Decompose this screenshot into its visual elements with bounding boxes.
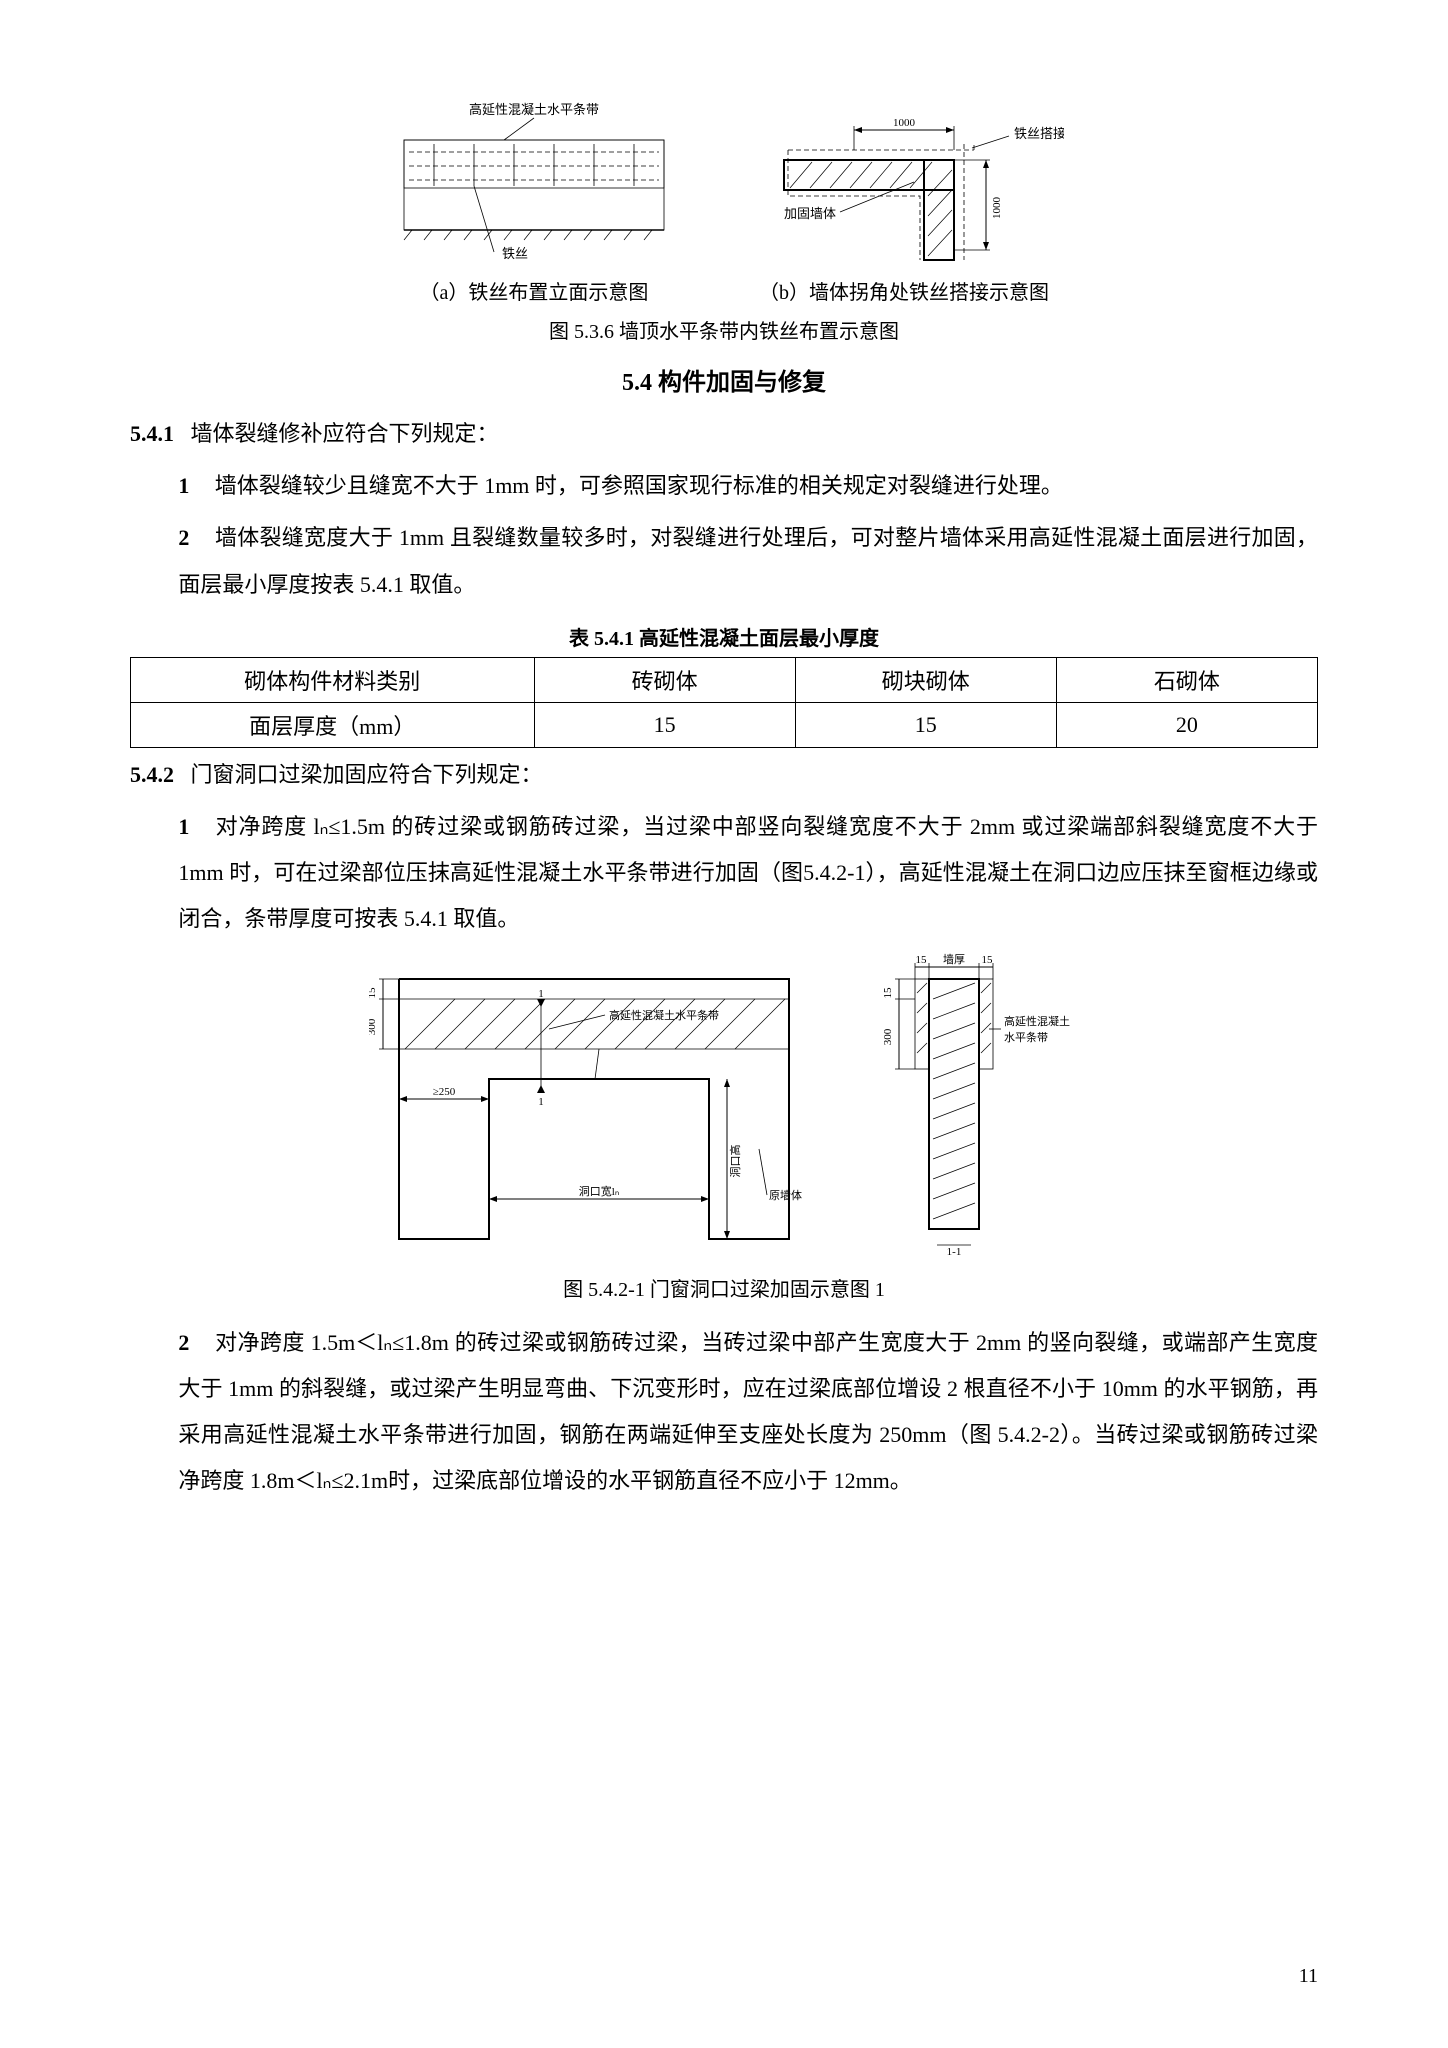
table-541-col3: 石砌体 (1056, 657, 1317, 702)
table-541: 砌体构件材料类别 砖砌体 砌块砌体 石砌体 面层厚度（mm） 15 15 20 (130, 657, 1318, 748)
fig-536-wire-label: 铁丝 (502, 246, 528, 261)
clause-542: 5.4.2 门窗洞口过梁加固应符合下列规定： (130, 752, 1318, 798)
fig-5421-opening-h: 洞口高 (728, 1144, 742, 1177)
table-541-col0: 砌体构件材料类别 (131, 657, 535, 702)
figure-536-caption-a: （a）铁丝布置立面示意图 (384, 276, 684, 305)
page-number: 11 (1299, 1965, 1318, 1988)
clause-542-head: 5.4.2 (130, 762, 174, 787)
table-row: 砌体构件材料类别 砖砌体 砌块砌体 石砌体 (131, 657, 1318, 702)
clause-541-item1: 1 墙体裂缝较少且缝宽不大于 1mm 时，可参照国家现行标准的相关规定对裂缝进行… (178, 463, 1318, 509)
fig-536-lap-label: 铁丝搭接 (1014, 126, 1064, 141)
clause-541-item1-num: 1 (178, 463, 209, 509)
table-541-caption: 表 5.4.1 高延性混凝土面层最小厚度 (130, 622, 1318, 651)
clause-541-head: 5.4.1 (130, 421, 174, 446)
fig-5421-sec-15l: 15 (916, 954, 928, 966)
figure-536-caption-b: （b）墙体拐角处铁丝搭接示意图 (744, 276, 1064, 305)
fig-5421-ge250: ≥250 (433, 1086, 456, 1098)
fig-5421-sec-15r: 15 (982, 954, 994, 966)
clause-541-item2-text: 墙体裂缝宽度大于 1mm 且裂缝数量较多时，对裂缝进行处理后，可对整片墙体采用高… (178, 525, 1318, 596)
fig-5421-sec-dim300: 300 (882, 1028, 894, 1045)
fig-536-dim-v: 1000 (991, 197, 1003, 220)
table-541-rowlabel: 面层厚度（mm） (131, 702, 535, 747)
fig-5421-sec-cut: 1-1 (947, 1246, 962, 1258)
clause-542-item1-num: 1 (178, 804, 209, 850)
fig-5421-sec1-top: 1 (538, 988, 544, 1000)
table-541-v2: 15 (795, 702, 1056, 747)
fig-5421-dim300: 300 (369, 1018, 378, 1035)
clause-541-item2-num: 2 (178, 515, 209, 561)
figure-5421-section: 15 墙厚 15 15 300 高延性混凝土 水平条带 (859, 949, 1079, 1269)
figure-5421-caption: 图 5.4.2-1 门窗洞口过梁加固示意图 1 (130, 1273, 1318, 1302)
figure-536-a-svg: 高延性混凝土水平条带 (384, 100, 684, 270)
fig-5421-sec1-bot: 1 (538, 1096, 544, 1108)
table-541-col1: 砖砌体 (534, 657, 795, 702)
figure-5421-elev: 高延性混凝土水平条带 1 1 15 300 ≥250 洞口宽lₙ 洞口高 原墙体 (369, 949, 829, 1269)
section-54-title: 5.4 构件加固与修复 (130, 362, 1318, 397)
clause-542-item2-num: 2 (178, 1320, 209, 1366)
fig-536-dim-h: 1000 (893, 117, 916, 129)
fig-5421-band-label: 高延性混凝土水平条带 (609, 1008, 719, 1022)
clause-541-item1-text: 墙体裂缝较少且缝宽不大于 1mm 时，可参照国家现行标准的相关规定对裂缝进行处理… (215, 473, 1063, 498)
fig-5421-opening-w: 洞口宽lₙ (579, 1184, 619, 1198)
fig-5421-sec-band1: 高延性混凝土 (1004, 1014, 1070, 1028)
fig-536-top-label: 高延性混凝土水平条带 (469, 102, 599, 117)
clause-541-lead: 墙体裂缝修补应符合下列规定： (191, 421, 499, 446)
clause-541: 5.4.1 墙体裂缝修补应符合下列规定： (130, 411, 1318, 457)
fig-5421-sec-band2: 水平条带 (1004, 1030, 1048, 1044)
clause-542-item2-text: 对净跨度 1.5m＜lₙ≤1.8m 的砖过梁或钢筋砖过梁，当砖过梁中部产生宽度大… (178, 1330, 1318, 1494)
figure-536-a: 高延性混凝土水平条带 (384, 100, 684, 305)
fig-536-wall-label: 加固墙体 (784, 206, 836, 221)
clause-542-item1-text: 对净跨度 lₙ≤1.5m 的砖过梁或钢筋砖过梁，当过梁中部竖向裂缝宽度不大于 2… (178, 814, 1318, 931)
figure-536-b-svg: 1000 1000 铁丝搭接 加固墙体 (744, 100, 1064, 270)
fig-5421-sec-wallth: 墙厚 (943, 952, 965, 966)
table-541-v3: 20 (1056, 702, 1317, 747)
table-541-v1: 15 (534, 702, 795, 747)
figure-536-row: 高延性混凝土水平条带 (130, 100, 1318, 305)
figure-536-b: 1000 1000 铁丝搭接 加固墙体 （b）墙体拐角处铁丝搭接示意图 (744, 100, 1064, 305)
clause-541-item2: 2 墙体裂缝宽度大于 1mm 且裂缝数量较多时，对裂缝进行处理后，可对整片墙体采… (178, 515, 1318, 607)
fig-5421-orig-wall: 原墙体 (769, 1188, 802, 1202)
table-row: 面层厚度（mm） 15 15 20 (131, 702, 1318, 747)
fig-5421-dim15: 15 (369, 987, 378, 999)
fig-5421-sec-dim15: 15 (882, 987, 894, 999)
clause-542-lead: 门窗洞口过梁加固应符合下列规定： (191, 762, 543, 787)
clause-542-item2: 2 对净跨度 1.5m＜lₙ≤1.8m 的砖过梁或钢筋砖过梁，当砖过梁中部产生宽… (178, 1320, 1318, 1505)
figure-5421-row: 高延性混凝土水平条带 1 1 15 300 ≥250 洞口宽lₙ 洞口高 原墙体 (130, 949, 1318, 1269)
clause-542-item1: 1 对净跨度 lₙ≤1.5m 的砖过梁或钢筋砖过梁，当过梁中部竖向裂缝宽度不大于… (178, 804, 1318, 943)
table-541-col2: 砌块砌体 (795, 657, 1056, 702)
figure-536-main-caption: 图 5.3.6 墙顶水平条带内铁丝布置示意图 (130, 315, 1318, 344)
